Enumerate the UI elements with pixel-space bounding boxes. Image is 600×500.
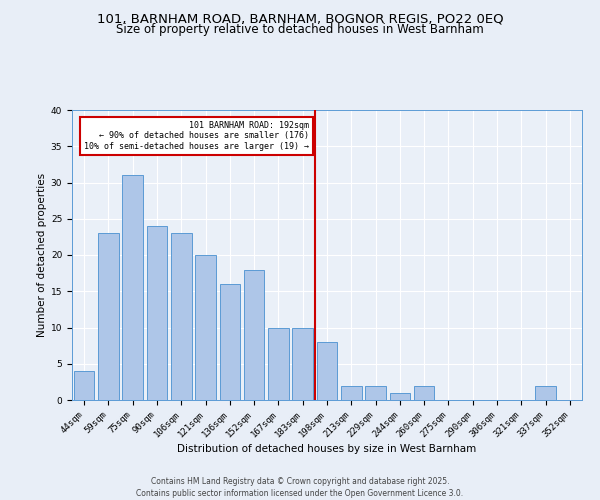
Bar: [317, 342, 337, 400]
Text: Contains HM Land Registry data © Crown copyright and database right 2025.
Contai: Contains HM Land Registry data © Crown c…: [136, 476, 464, 498]
Bar: [74, 371, 94, 400]
X-axis label: Distribution of detached houses by size in West Barnham: Distribution of detached houses by size …: [178, 444, 476, 454]
Bar: [220, 284, 240, 400]
Bar: [365, 386, 386, 400]
Bar: [122, 176, 143, 400]
Bar: [268, 328, 289, 400]
Bar: [414, 386, 434, 400]
Bar: [292, 328, 313, 400]
Bar: [341, 386, 362, 400]
Bar: [389, 393, 410, 400]
Text: 101, BARNHAM ROAD, BARNHAM, BOGNOR REGIS, PO22 0EQ: 101, BARNHAM ROAD, BARNHAM, BOGNOR REGIS…: [97, 12, 503, 26]
Y-axis label: Number of detached properties: Number of detached properties: [37, 173, 47, 337]
Bar: [535, 386, 556, 400]
Text: 101 BARNHAM ROAD: 192sqm
← 90% of detached houses are smaller (176)
10% of semi-: 101 BARNHAM ROAD: 192sqm ← 90% of detach…: [84, 121, 309, 150]
Bar: [195, 255, 216, 400]
Bar: [244, 270, 265, 400]
Bar: [98, 233, 119, 400]
Bar: [171, 233, 191, 400]
Bar: [146, 226, 167, 400]
Text: Size of property relative to detached houses in West Barnham: Size of property relative to detached ho…: [116, 22, 484, 36]
